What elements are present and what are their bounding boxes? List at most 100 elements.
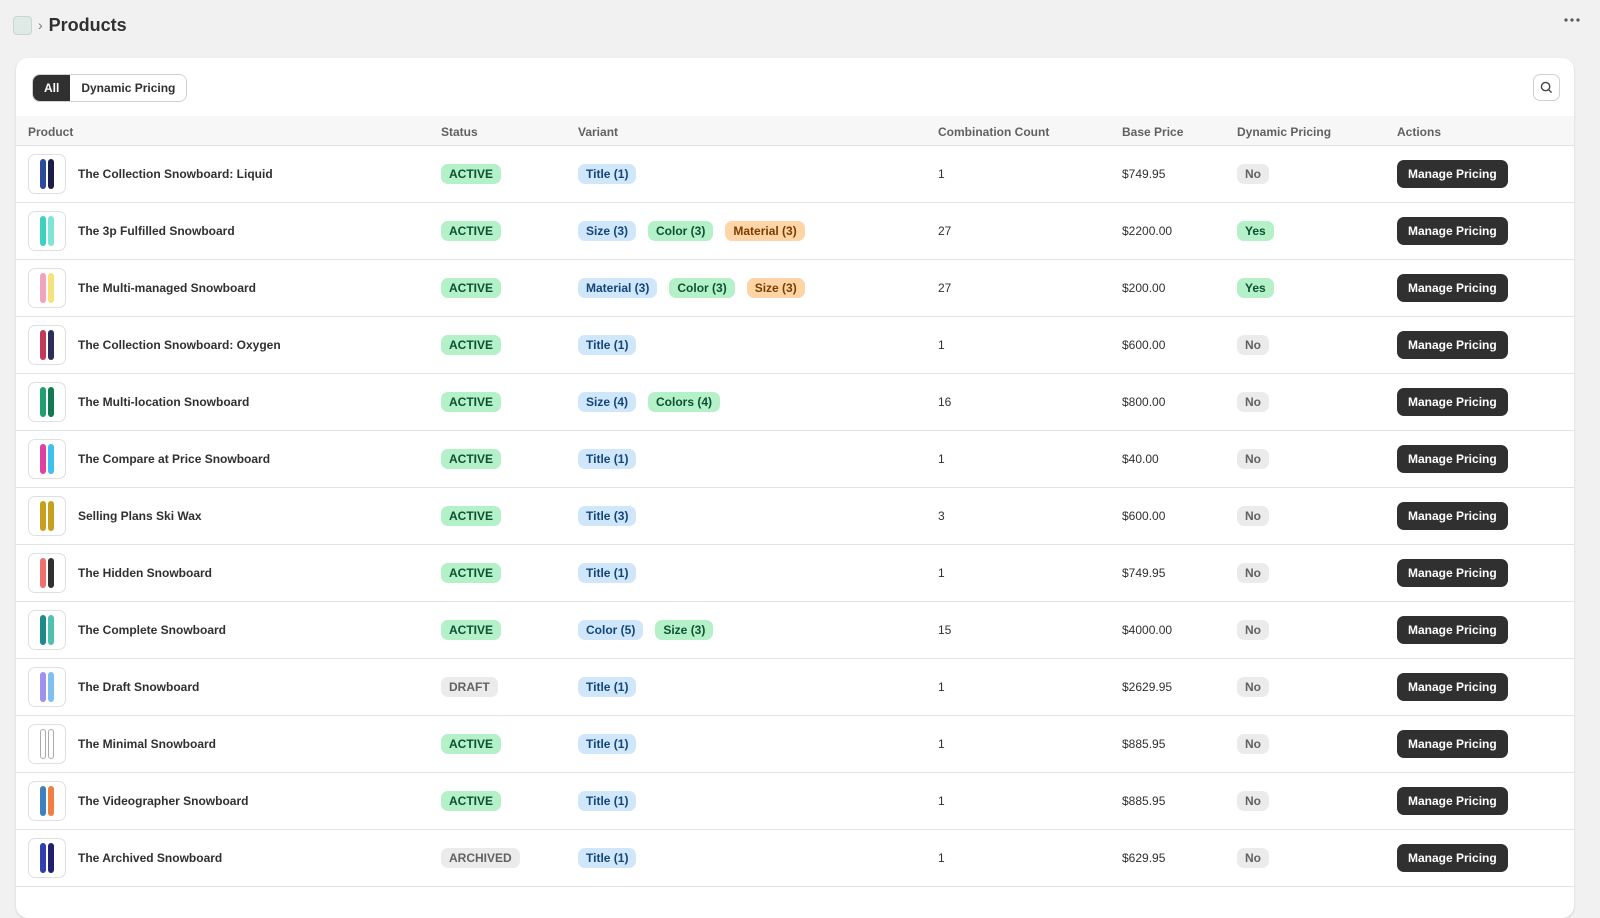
manage-pricing-button[interactable]: Manage Pricing: [1397, 160, 1508, 188]
table-row[interactable]: The Compare at Price Snowboard ACTIVE Titl…: [16, 431, 1574, 488]
manage-pricing-button[interactable]: Manage Pricing: [1397, 559, 1508, 587]
thumbnail-graphic: [40, 501, 46, 531]
product-name[interactable]: Selling Plans Ski Wax: [78, 509, 202, 523]
manage-pricing-button[interactable]: Manage Pricing: [1397, 388, 1508, 416]
dynamic-pricing-badge: No: [1237, 677, 1269, 697]
actions-cell: Manage Pricing: [1397, 260, 1508, 316]
manage-pricing-button[interactable]: Manage Pricing: [1397, 502, 1508, 530]
table-row[interactable]: The Minimal Snowboard ACTIVE Title (1) 1 $88…: [16, 716, 1574, 773]
dynamic-pricing-badge: No: [1237, 506, 1269, 526]
variant-cell: Title (1): [578, 431, 637, 487]
manage-pricing-button[interactable]: Manage Pricing: [1397, 331, 1508, 359]
product-name[interactable]: The Draft Snowboard: [78, 680, 200, 694]
column-header: Base Price: [1122, 125, 1184, 139]
combination-count: 27: [938, 224, 952, 238]
dynamic-cell: No: [1237, 374, 1269, 430]
thumbnail-graphic: [48, 786, 54, 816]
combination-count: 1: [938, 794, 945, 808]
tab-group: All Dynamic Pricing: [32, 74, 188, 102]
dynamic-pricing-badge: No: [1237, 620, 1269, 640]
product-name[interactable]: The 3p Fulfilled Snowboard: [78, 224, 235, 238]
manage-pricing-button[interactable]: Manage Pricing: [1397, 673, 1508, 701]
table-row[interactable]: The Collection Snowboard: Liquid ACTIVE Ti…: [16, 146, 1574, 203]
base-price: $2629.95: [1122, 680, 1173, 694]
product-cell: The Compare at Price Snowboard: [28, 431, 270, 487]
thumbnail-graphic: [48, 273, 54, 303]
product-name[interactable]: The Multi-location Snowboard: [78, 395, 250, 409]
product-thumbnail: [28, 610, 66, 650]
base-price: $749.95: [1122, 566, 1166, 580]
table-row[interactable]: The Multi-location Snowboard ACTIVE Size (…: [16, 374, 1574, 431]
actions-cell: Manage Pricing: [1397, 203, 1508, 259]
manage-pricing-button[interactable]: Manage Pricing: [1397, 787, 1508, 815]
status-badge: ACTIVE: [441, 335, 502, 355]
actions-cell: Manage Pricing: [1397, 488, 1508, 544]
manage-pricing-button[interactable]: Manage Pricing: [1397, 844, 1508, 872]
variant-cell: Title (1): [578, 317, 637, 373]
actions-cell: Manage Pricing: [1397, 716, 1508, 772]
table-row[interactable]: The Archived Snowboard ARCHIVED Title (1) 1…: [16, 830, 1574, 887]
variant-badge: Title (1): [578, 449, 637, 469]
variant-cell: Material (3) Color (3) Size (3): [578, 260, 805, 316]
filter-tab[interactable]: Dynamic Pricing: [70, 75, 187, 101]
product-cell: The Videographer Snowboard: [28, 773, 248, 829]
table-row[interactable]: The 3p Fulfilled Snowboard ACTIVE Size (3)…: [16, 203, 1574, 260]
product-name[interactable]: The Minimal Snowboard: [78, 737, 217, 751]
product-thumbnail: [28, 496, 66, 536]
manage-pricing-button[interactable]: Manage Pricing: [1397, 730, 1508, 758]
actions-cell: Manage Pricing: [1397, 773, 1508, 829]
product-name[interactable]: The Archived Snowboard: [78, 851, 223, 865]
table-row[interactable]: Selling Plans Ski Wax ACTIVE Title (3) 3 $60…: [16, 488, 1574, 545]
dynamic-cell: No: [1237, 602, 1269, 658]
status-badge: ACTIVE: [441, 563, 502, 583]
table-row[interactable]: The Collection Snowboard: Oxygen ACTIVE Ti…: [16, 317, 1574, 374]
filter-tab[interactable]: All: [33, 75, 71, 101]
product-name[interactable]: The Videographer Snowboard: [78, 794, 249, 808]
thumbnail-graphic: [40, 558, 46, 588]
thumbnail-graphic: [40, 444, 46, 474]
price-cell: $749.95: [1122, 146, 1165, 202]
product-name[interactable]: The Complete Snowboard: [78, 623, 227, 637]
product-name[interactable]: The Hidden Snowboard: [78, 566, 212, 580]
variant-badge: Title (1): [578, 335, 637, 355]
app-logo[interactable]: [13, 15, 32, 35]
product-name[interactable]: The Multi-managed Snowboard: [78, 281, 257, 295]
table-row[interactable]: The Hidden Snowboard ACTIVE Title (1) 1 $749…: [16, 545, 1574, 602]
thumbnail-graphic: [48, 387, 54, 417]
price-cell: $40.00: [1122, 431, 1159, 487]
breadcrumb-chevron: ›: [38, 17, 43, 33]
table-row[interactable]: The Videographer Snowboard ACTIVE Title (1…: [16, 773, 1574, 830]
thumbnail-graphic: [48, 444, 54, 474]
dynamic-cell: No: [1237, 431, 1269, 487]
count-cell: 1: [938, 545, 945, 601]
combination-count: 27: [938, 281, 952, 295]
price-cell: $2629.95: [1122, 659, 1172, 715]
status-badge: ACTIVE: [441, 734, 502, 754]
thumbnail-graphic: [48, 672, 54, 702]
table-row[interactable]: The Draft Snowboard DRAFT Title (1) 1 $2629.…: [16, 659, 1574, 716]
price-cell: $749.95: [1122, 545, 1165, 601]
price-cell: $885.95: [1122, 716, 1165, 772]
product-name[interactable]: The Compare at Price Snowboard: [78, 452, 271, 466]
manage-pricing-button[interactable]: Manage Pricing: [1397, 274, 1508, 302]
more-menu[interactable]: [1564, 12, 1580, 28]
price-cell: $629.95: [1122, 830, 1165, 886]
table-row[interactable]: The Complete Snowboard ACTIVE Color (5) Siz…: [16, 602, 1574, 659]
search-button[interactable]: [1533, 74, 1560, 101]
thumbnail-graphic: [40, 216, 46, 246]
manage-pricing-button[interactable]: Manage Pricing: [1397, 445, 1508, 473]
manage-pricing-button[interactable]: Manage Pricing: [1397, 616, 1508, 644]
actions-cell: Manage Pricing: [1397, 545, 1508, 601]
table-row[interactable]: The Multi-managed Snowboard ACTIVE Materia…: [16, 260, 1574, 317]
combination-count: 1: [938, 680, 945, 694]
product-thumbnail: [28, 268, 66, 308]
base-price: $2200.00: [1122, 224, 1173, 238]
manage-pricing-button[interactable]: Manage Pricing: [1397, 217, 1508, 245]
product-name[interactable]: The Collection Snowboard: Oxygen: [78, 338, 281, 352]
status-badge: ACTIVE: [441, 791, 502, 811]
product-name[interactable]: The Collection Snowboard: Liquid: [78, 167, 273, 181]
variant-badge: Color (3): [669, 278, 735, 298]
base-price: $800.00: [1122, 395, 1166, 409]
variant-cell: Color (5) Size (3): [578, 602, 714, 658]
column-header: Variant: [578, 125, 619, 139]
